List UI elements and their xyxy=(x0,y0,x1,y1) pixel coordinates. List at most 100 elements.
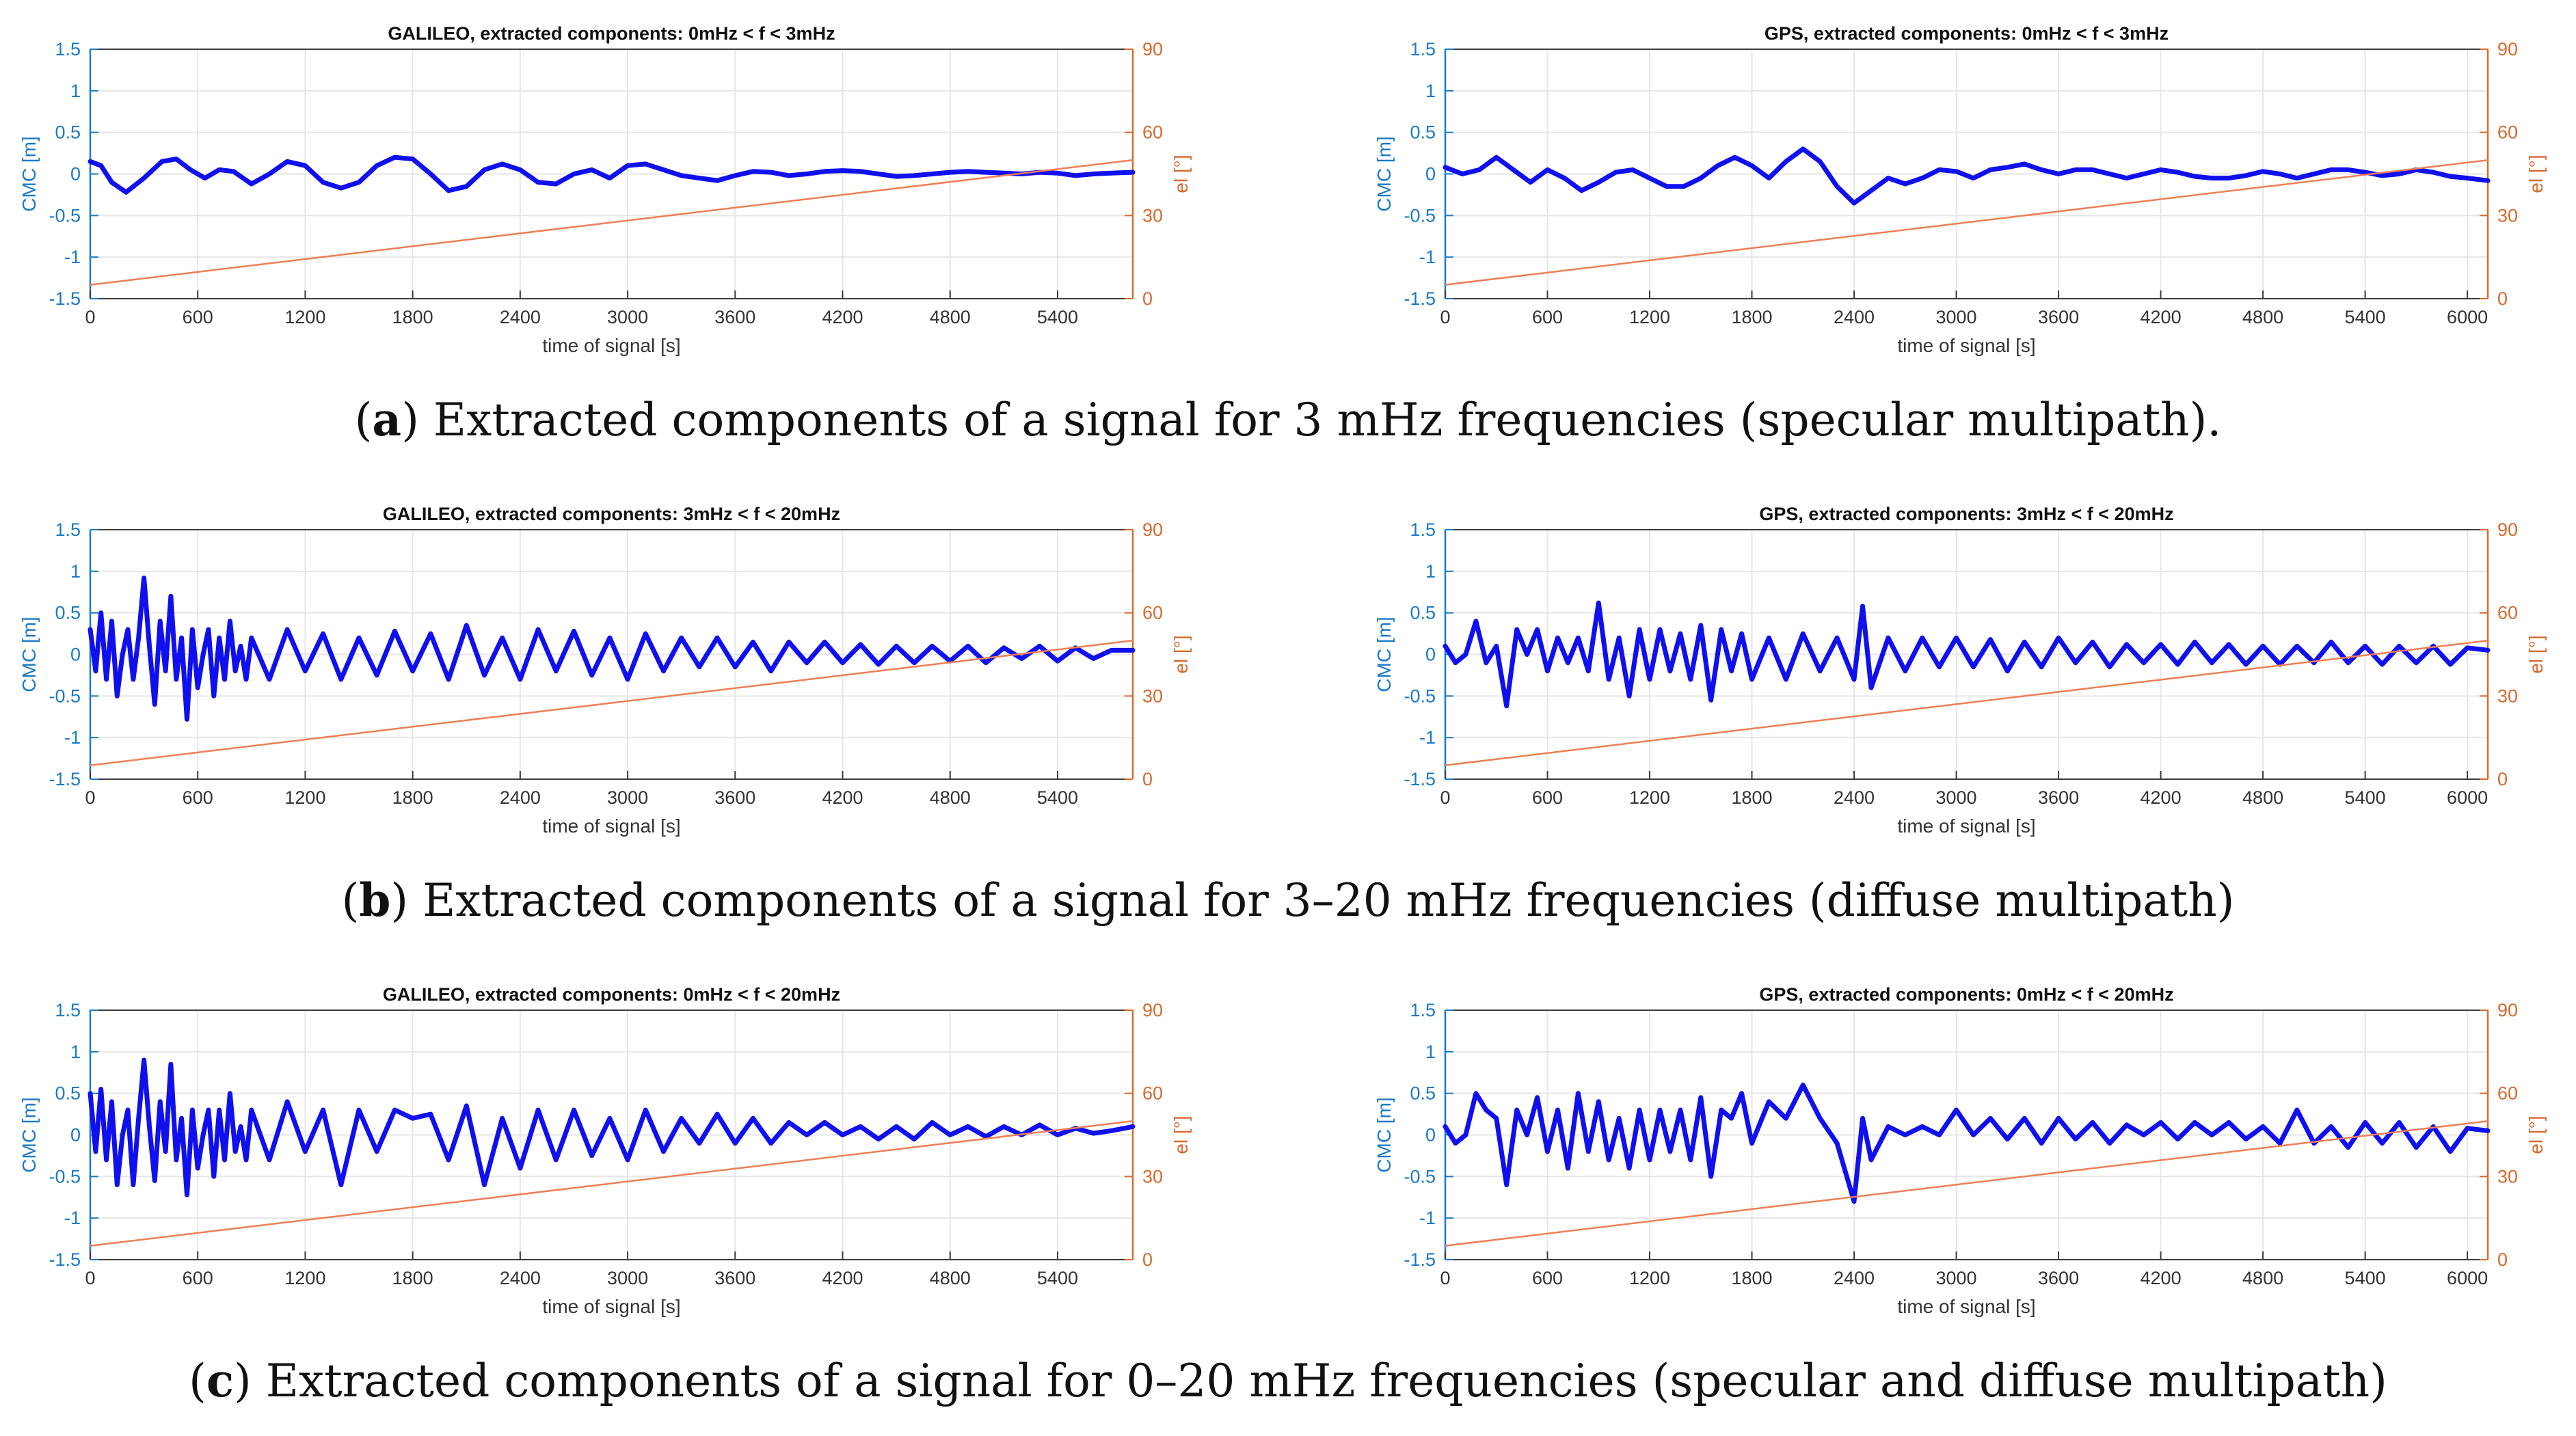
x-tick-label: 3000 xyxy=(1936,307,1977,327)
cmc-line xyxy=(88,1057,1136,1197)
x-tick-label: 3600 xyxy=(2038,1268,2079,1288)
x-tick-label: 5400 xyxy=(1037,787,1078,808)
y-tick-label: 0 xyxy=(1425,645,1436,665)
x-tick-label: 4200 xyxy=(822,787,863,808)
y-tick-label: 0 xyxy=(1425,1125,1436,1146)
caption-b-letter: b xyxy=(359,873,391,927)
y2-tick-label: 0 xyxy=(1142,1249,1153,1270)
chart-title: GPS, extracted components: 0mHz < f < 20… xyxy=(1759,984,2173,1005)
y-axis-label: CMC [m] xyxy=(18,136,40,211)
y-tick-label: -0.5 xyxy=(1404,205,1436,226)
x-tick-label: 3600 xyxy=(714,787,755,808)
y2-tick-label: 0 xyxy=(1142,769,1153,789)
y-axis-label: CMC [m] xyxy=(1373,136,1395,211)
y2-axis-label: el [°] xyxy=(1170,635,1192,673)
y-tick-label: 1 xyxy=(70,81,81,101)
caption-a: (a) Extracted components of a signal for… xyxy=(354,393,2222,446)
x-axis-label: time of signal [s] xyxy=(1897,815,2035,837)
y-tick-label: 1.5 xyxy=(55,1000,81,1020)
y2-axis-label: el [°] xyxy=(2525,1115,2547,1154)
x-tick-label: 2400 xyxy=(1834,307,1875,327)
x-tick-label: 1200 xyxy=(1629,787,1670,808)
elevation-line xyxy=(1445,1120,2488,1247)
y-tick-label: 1 xyxy=(1425,81,1436,101)
x-tick-label: 4200 xyxy=(822,1268,863,1288)
x-tick-label: 3600 xyxy=(2038,307,2079,327)
x-tick-label: 4800 xyxy=(930,1268,971,1288)
y-tick-label: 0.5 xyxy=(55,603,81,623)
y2-tick-label: 0 xyxy=(2497,288,2508,309)
x-tick-label: 1800 xyxy=(392,1268,433,1288)
caption-a-letter: a xyxy=(372,393,402,446)
y-axis-label: CMC [m] xyxy=(18,1097,40,1172)
y-tick-label: 1.5 xyxy=(55,39,81,59)
y-tick-label: 0.5 xyxy=(1410,1083,1436,1104)
x-tick-label: 6000 xyxy=(2447,1268,2488,1288)
x-tick-label: 3600 xyxy=(2038,787,2079,808)
y-tick-label: -0.5 xyxy=(49,1166,81,1187)
x-tick-label: 5400 xyxy=(2345,307,2386,327)
x-tick-label: 6000 xyxy=(2447,307,2488,327)
elevation-line xyxy=(1445,159,2488,286)
elevation-line xyxy=(90,159,1133,286)
y2-tick-label: 60 xyxy=(2497,122,2518,143)
x-tick-label: 0 xyxy=(1440,1268,1450,1288)
y2-tick-label: 60 xyxy=(2497,603,2518,623)
caption-c-text: ) Extracted components of a signal for 0… xyxy=(234,1355,2387,1407)
chart-title: GPS, extracted components: 0mHz < f < 3m… xyxy=(1765,23,2169,44)
x-tick-label: 1800 xyxy=(1731,787,1772,808)
y-tick-label: 0 xyxy=(1425,164,1436,185)
chart-title: GPS, extracted components: 3mHz < f < 20… xyxy=(1759,504,2173,524)
y2-tick-label: 30 xyxy=(1142,1166,1163,1187)
x-tick-label: 1800 xyxy=(392,307,433,327)
x-axis-label: time of signal [s] xyxy=(542,335,680,356)
y-tick-label: -1.5 xyxy=(49,1249,81,1270)
x-tick-label: 5400 xyxy=(2345,787,2386,808)
x-tick-label: 6000 xyxy=(2447,787,2488,808)
y-tick-label: -1.5 xyxy=(1404,288,1436,309)
chart-title: GALILEO, extracted components: 3mHz < f … xyxy=(383,504,840,524)
y2-tick-label: 90 xyxy=(2497,39,2518,59)
x-tick-label: 4200 xyxy=(2141,307,2182,327)
elevation-line xyxy=(1445,639,2488,766)
x-tick-label: 3600 xyxy=(714,1268,755,1288)
elevation-line xyxy=(90,1120,1133,1247)
x-tick-label: 2400 xyxy=(1834,1268,1875,1288)
x-tick-label: 1800 xyxy=(392,787,433,808)
chart-panel: 0 600 1200 1800 2400 3000 3600 4200 4800 5400-1.5… xyxy=(18,504,1192,837)
elevation-line xyxy=(90,639,1133,766)
x-tick-label: 600 xyxy=(183,787,213,808)
x-tick-label: 0 xyxy=(1440,787,1450,808)
y-tick-label: 1 xyxy=(70,1042,81,1062)
chart-panel: 0 600 1200 1800 2400 3000 3600 4200 4800 5400 6000… xyxy=(1373,984,2547,1317)
y2-tick-label: 0 xyxy=(2497,769,2508,789)
x-tick-label: 1200 xyxy=(284,787,325,808)
y-tick-label: 0 xyxy=(70,1125,81,1146)
cmc-line xyxy=(1443,146,2491,206)
y2-tick-label: 0 xyxy=(2497,1249,2508,1270)
y2-tick-label: 60 xyxy=(2497,1083,2518,1104)
chart-title: GALILEO, extracted components: 0mHz < f … xyxy=(383,984,840,1005)
x-tick-label: 600 xyxy=(183,1268,213,1288)
x-tick-label: 4800 xyxy=(2242,787,2283,808)
y2-tick-label: 60 xyxy=(1142,1083,1163,1104)
y-tick-label: -1.5 xyxy=(49,769,81,789)
y-tick-label: 0.5 xyxy=(1410,122,1436,143)
y-tick-label: 0.5 xyxy=(1410,603,1436,623)
x-tick-label: 0 xyxy=(85,787,95,808)
x-tick-label: 600 xyxy=(1532,1268,1563,1288)
y-tick-label: -1 xyxy=(64,247,81,267)
x-tick-label: 5400 xyxy=(2345,1268,2386,1288)
x-tick-label: 3000 xyxy=(607,307,648,327)
caption-b: (b) Extracted components of a signal for… xyxy=(341,873,2235,927)
y-tick-label: -1.5 xyxy=(1404,769,1436,789)
x-tick-label: 1200 xyxy=(284,1268,325,1288)
chart-panel: 0 600 1200 1800 2400 3000 3600 4200 4800 5400-1.5… xyxy=(18,984,1192,1317)
y2-tick-label: 90 xyxy=(2497,1000,2518,1020)
y-tick-label: -0.5 xyxy=(1404,686,1436,706)
y-tick-label: -0.5 xyxy=(1404,1166,1436,1187)
y2-axis-label: el [°] xyxy=(1170,154,1192,193)
caption-c: (c) Extracted components of a signal for… xyxy=(189,1354,2387,1407)
x-tick-label: 3600 xyxy=(714,307,755,327)
y2-tick-label: 0 xyxy=(1142,288,1153,309)
